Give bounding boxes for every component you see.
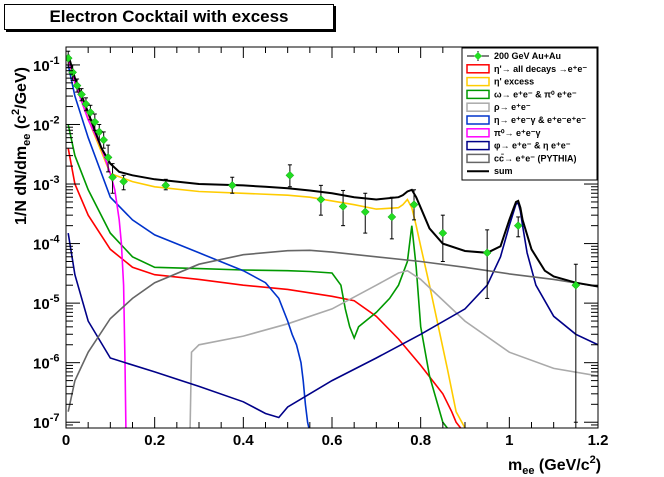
legend-entry: φ→ e⁺e⁻ & η e⁺e⁻ [466,140,571,151]
legend-swatch [466,102,490,112]
series-line-ccbar [67,249,598,412]
data-point [285,170,295,180]
legend-label: ω→ e⁺e⁻ & π⁰ e⁺e⁻ [494,89,577,99]
chart-title: Electron Cocktail with excess [4,4,334,30]
legend-entry: π⁰→ e⁺e⁻γ [466,128,541,138]
x-tick-label: 0.2 [144,432,165,449]
data-point [438,228,448,238]
legend-entry: η' excess [466,76,534,87]
legend: 200 GeV Au+Au η'→ all decays →e⁺e⁻ η' exce… [461,47,598,181]
legend-swatch [466,115,490,125]
data-points-layer [66,50,581,423]
x-axis-title: mee (GeV/c2) [508,454,601,477]
data-point [66,53,73,63]
series-line-sum [67,54,598,288]
data-point [119,177,128,186]
x-tick-label: 0.8 [410,432,431,449]
legend-entry: sum [467,166,513,176]
legend-label: η'→ all decays →e⁺e⁻ [494,64,587,74]
y-tick-label: 10-6 [33,353,59,373]
data-point [72,81,82,90]
series-line-pi0 [67,57,127,428]
legend-label: π⁰→ e⁺e⁻γ [494,128,541,138]
legend-entry: ρ→ e⁺e⁻ [466,102,531,112]
y-tick-label: 10-5 [33,293,59,313]
series-line-etaprime_excess [67,59,466,428]
data-point [77,90,86,99]
legend-entry: η'→ all decays →e⁺e⁻ [466,64,587,74]
series-layer [67,54,598,428]
data-point [94,127,104,137]
legend-swatch [466,76,490,87]
series-line-rho [189,269,598,428]
legend-label: η→ e⁺e⁻γ & e⁺e⁻e⁺e⁻ [494,115,586,125]
legend-swatch [466,128,490,138]
data-point [103,153,113,162]
x-tick-label: 0 [62,432,70,449]
legend-label: η' excess [494,77,534,87]
x-tick-label: 0.4 [233,432,255,449]
legend-entry: η→ e⁺e⁻γ & e⁺e⁻e⁺e⁻ [466,115,586,125]
data-point [316,195,326,204]
series-line-eta [67,64,310,428]
legend-swatch [466,89,490,100]
legend-label: sum [494,166,513,176]
data-point [338,202,348,211]
legend-entry: ω→ e⁺e⁻ & π⁰ e⁺e⁻ [466,89,577,100]
data-point [360,207,370,217]
legend-label: 200 GeV Au+Au [494,51,561,61]
data-point [387,212,397,222]
data-point [161,181,171,190]
data-point [482,248,492,258]
series-line-etaprime_all [67,148,462,428]
legend-label: ρ→ e⁺e⁻ [494,102,531,112]
x-tick-label: 1 [505,432,513,449]
y-tick-label: 10-1 [33,55,59,75]
x-tick-label: 0.6 [322,432,343,449]
data-point [108,172,117,182]
data-point [90,117,100,127]
legend-swatch [466,153,490,164]
data-point [227,181,237,190]
y-tick-label: 10-3 [33,174,59,194]
x-tick-label: 1.2 [588,432,609,449]
data-point [409,200,419,210]
y-tick-label: 10-7 [33,412,59,432]
data-point [86,107,95,117]
legend-label: φ→ e⁺e⁻ & η e⁺e⁻ [494,141,571,151]
legend-swatch [466,64,490,74]
data-point [99,135,109,145]
legend-entry: 200 GeV Au+Au [467,51,561,61]
y-axis: 10-7 10-6 10-5 10-4 10-3 10-2 10-1 [33,46,598,432]
data-point [81,99,91,109]
x-axis: 0 0.2 0.4 0.6 0.8 1 1.2 [62,47,609,449]
y-axis-title: 1/N dN/dmee (c2/GeV) [10,67,33,225]
data-point [513,221,523,231]
y-tick-label: 10-2 [33,114,59,134]
legend-label: cc̄→ e⁺e⁻ (PYTHIA) [494,153,577,163]
legend-swatch [466,140,490,151]
series-line-phi [67,201,598,419]
legend-marker [474,52,482,60]
data-point [571,280,581,290]
y-tick-label: 10-4 [33,234,60,254]
legend-entry: cc̄→ e⁺e⁻ (PYTHIA) [466,153,577,164]
